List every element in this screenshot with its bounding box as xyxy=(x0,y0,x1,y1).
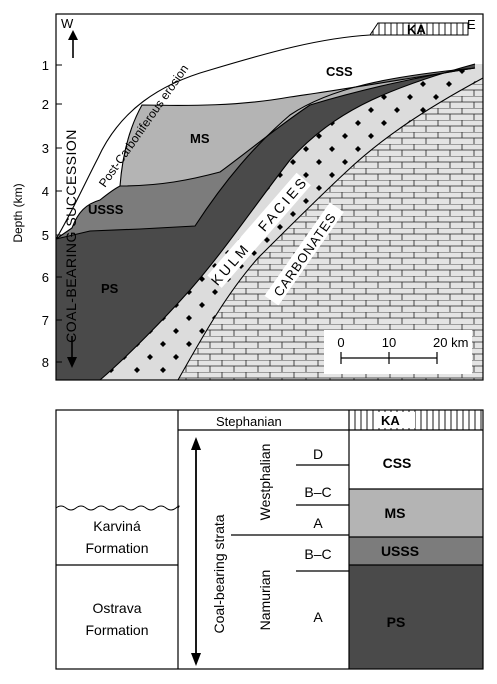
scale-label: 10 xyxy=(382,335,396,350)
ps-cell xyxy=(349,565,483,669)
css-label: CSS xyxy=(326,64,353,79)
ka-label-bg xyxy=(375,412,415,428)
erosion-surface-line xyxy=(55,34,371,240)
ka-cell xyxy=(349,410,483,430)
depth-tick-label: 1 xyxy=(42,58,49,73)
namurian-label: Namurian xyxy=(257,570,273,631)
scale-bar: 0 10 20 km xyxy=(324,330,472,374)
substage-label: D xyxy=(313,446,323,462)
usss-unit xyxy=(56,68,475,239)
depth-tick-label: 7 xyxy=(42,313,49,328)
ps-table-label: PS xyxy=(387,614,406,630)
depth-tick-label: 6 xyxy=(42,270,49,285)
css-table-label: CSS xyxy=(383,455,412,471)
karvina-formation-label: Karviná xyxy=(93,518,141,534)
scale-label: 20 km xyxy=(433,335,468,350)
east-label: E xyxy=(467,17,476,32)
substage-label: B–C xyxy=(304,546,331,562)
usss-label: USSS xyxy=(88,202,124,217)
depth-ticks xyxy=(56,64,62,363)
depth-tick-label: 4 xyxy=(42,184,49,199)
css-cell xyxy=(349,430,483,489)
ps-label: PS xyxy=(101,281,119,296)
ostrava-formation-label: Ostrava xyxy=(92,600,141,616)
coal-strata-label: Coal-bearing strata xyxy=(211,514,227,633)
ka-table-label: KA xyxy=(381,413,400,428)
ms-cell xyxy=(349,489,483,537)
kulm-facies-unit xyxy=(100,64,483,380)
ms-label: MS xyxy=(190,131,210,146)
cross-section: 1 2 3 4 5 6 7 8 Depth (km) W E COAL-BEAR… xyxy=(11,13,484,381)
double-arrow-icon xyxy=(191,437,201,666)
westphalian-label: Westphalian xyxy=(257,444,273,521)
depth-tick-label: 2 xyxy=(42,97,49,112)
scale-label: 0 xyxy=(337,335,344,350)
substage-label: A xyxy=(313,609,323,625)
depth-axis-label: Depth (km) xyxy=(11,183,25,242)
karvina-formation-label: Formation xyxy=(85,540,148,556)
down-arrow-icon xyxy=(67,336,77,368)
up-arrow-icon xyxy=(68,30,78,58)
depth-tick-label: 3 xyxy=(42,141,49,156)
usss-cell xyxy=(349,537,483,565)
west-label: W xyxy=(61,16,74,31)
substage-label: B–C xyxy=(304,484,331,500)
depth-tick-label: 8 xyxy=(42,355,49,370)
substage-label: A xyxy=(313,515,323,531)
ka-unit xyxy=(369,22,469,36)
depth-tick-label: 5 xyxy=(42,228,49,243)
stratigraphy-table: Stephanian KA Coal-bearing strata Westph… xyxy=(55,409,484,670)
section-frame xyxy=(55,13,484,381)
ms-table-label: MS xyxy=(385,505,406,521)
usss-table-label: USSS xyxy=(381,543,419,559)
ostrava-formation-label: Formation xyxy=(85,622,148,638)
unconformity-wavy-line xyxy=(55,505,180,511)
succession-label: COAL-BEARING SUCCESSION xyxy=(63,129,79,343)
ka-label: KA xyxy=(407,22,426,37)
stephanian-label: Stephanian xyxy=(216,414,282,429)
ms-unit xyxy=(120,68,475,186)
ps-unit xyxy=(56,64,475,380)
